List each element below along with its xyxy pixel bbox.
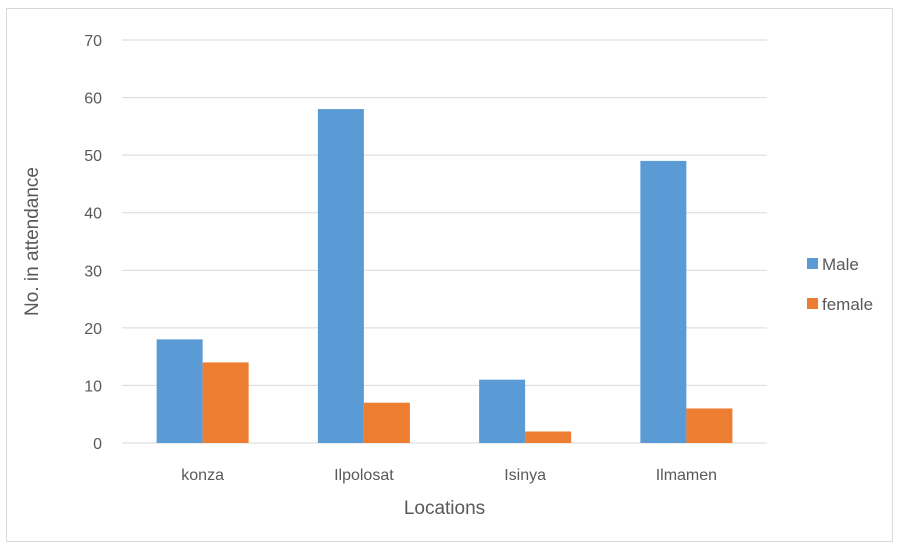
y-tick-label: 30 bbox=[84, 263, 102, 280]
bars bbox=[156, 109, 733, 443]
x-axis-title: Locations bbox=[404, 498, 485, 519]
bar-male-ilmamen bbox=[640, 160, 687, 443]
chart-frame bbox=[6, 8, 893, 542]
bar-female-ilmamen bbox=[686, 408, 733, 443]
bar-male-isinya bbox=[479, 379, 526, 443]
x-tick-label: Ilmamen bbox=[656, 467, 717, 484]
bar-male-ilpolosat bbox=[317, 109, 364, 443]
y-tick-label: 70 bbox=[84, 33, 102, 50]
legend-label: Male bbox=[822, 255, 859, 274]
y-axis-title: No. in attendance bbox=[22, 167, 43, 316]
bar-female-ilpolosat bbox=[363, 402, 410, 443]
legend-swatch-female bbox=[807, 298, 818, 309]
x-tick-labels: konza Ilpolosat Isinya Ilmamen bbox=[181, 467, 717, 484]
x-tick-label: Ilpolosat bbox=[334, 467, 394, 484]
y-tick-label: 20 bbox=[84, 321, 102, 338]
x-tick-label: konza bbox=[181, 467, 224, 484]
y-tick-label: 0 bbox=[93, 436, 102, 453]
y-tick-label: 40 bbox=[84, 206, 102, 223]
legend-label: female bbox=[822, 295, 873, 314]
x-tick-label: Isinya bbox=[504, 467, 546, 484]
bar-female-konza bbox=[202, 362, 249, 443]
legend: Male female bbox=[807, 255, 873, 314]
y-tick-label: 50 bbox=[84, 148, 102, 165]
y-tick-labels: 0 10 20 30 40 50 60 70 bbox=[84, 33, 102, 453]
legend-swatch-male bbox=[807, 258, 818, 269]
bar-female-isinya bbox=[525, 431, 572, 443]
y-tick-label: 60 bbox=[84, 91, 102, 108]
bar-male-konza bbox=[156, 339, 203, 443]
y-tick-label: 10 bbox=[84, 378, 102, 395]
